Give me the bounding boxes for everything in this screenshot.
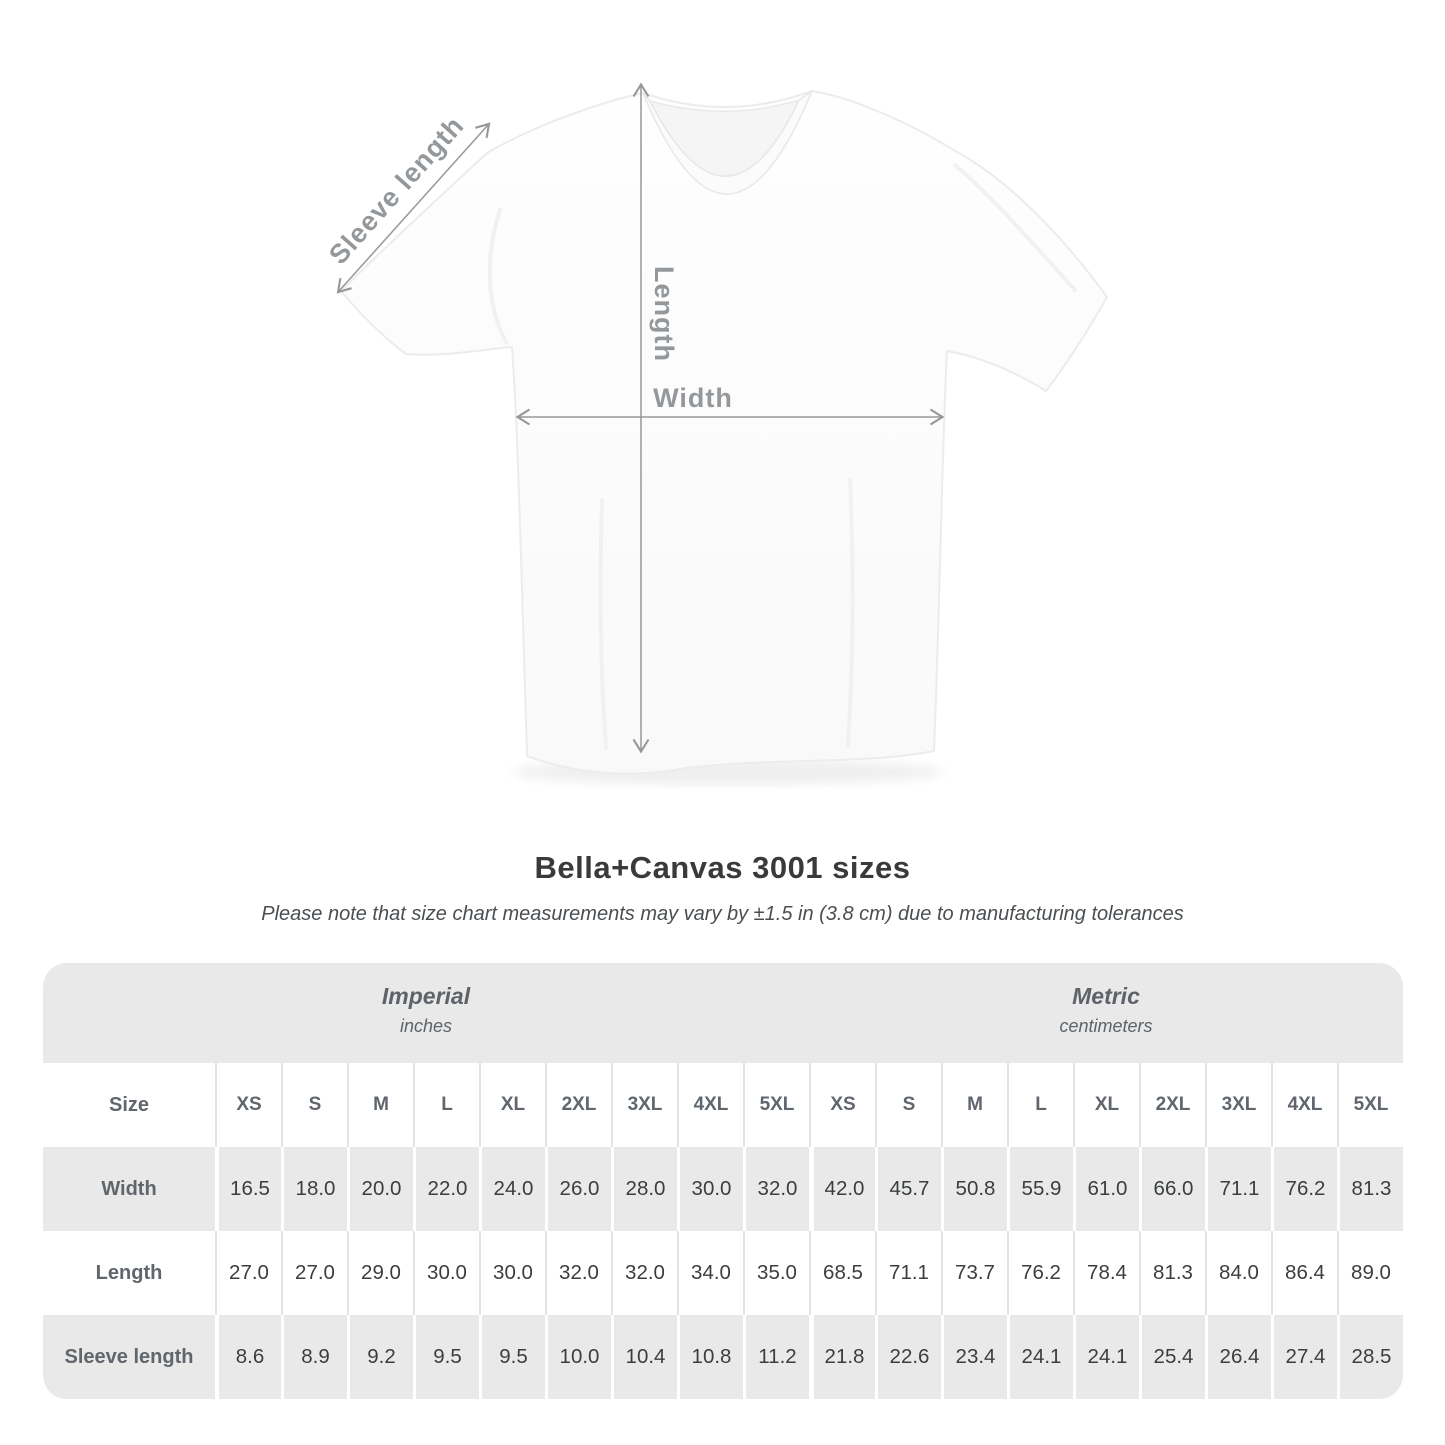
- unit-header-band: Imperial inches Metric centimeters: [43, 963, 1403, 1063]
- value-cell-metric: 84.0: [1205, 1231, 1271, 1315]
- size-cell-metric: XL: [1073, 1063, 1139, 1147]
- size-cell-imperial: M: [347, 1063, 413, 1147]
- size-cell-metric: M: [941, 1063, 1007, 1147]
- value-cell-metric: 50.8: [941, 1147, 1007, 1231]
- value-cell-imperial: 28.0: [611, 1147, 677, 1231]
- measurement-row: Sleeve length 8.6 8.9 9.2 9.5 9.5 10.0 10.4 10.8…: [43, 1315, 1403, 1399]
- value-cell-metric: 68.5: [809, 1231, 875, 1315]
- value-cell-imperial: 27.0: [281, 1231, 347, 1315]
- value-cell-imperial: 30.0: [413, 1231, 479, 1315]
- collar-band: [642, 90, 813, 195]
- value-cell-metric: 81.3: [1139, 1231, 1205, 1315]
- value-cell-imperial: 9.2: [347, 1315, 413, 1399]
- value-cell-imperial: 34.0: [677, 1231, 743, 1315]
- value-cell-imperial: 32.0: [545, 1231, 611, 1315]
- row-label: Length: [95, 1261, 163, 1284]
- value-cell-imperial: 35.0: [743, 1231, 809, 1315]
- size-cell-imperial: XL: [479, 1063, 545, 1147]
- value-cell-imperial: 30.0: [479, 1231, 545, 1315]
- value-cell-imperial: 9.5: [479, 1315, 545, 1399]
- metric-unit-label: centimeters: [1059, 1016, 1153, 1036]
- metric-label: Metric: [1072, 983, 1140, 1009]
- size-cell-metric: L: [1007, 1063, 1073, 1147]
- value-cell-imperial: 32.0: [611, 1231, 677, 1315]
- value-cell-metric: 24.1: [1007, 1315, 1073, 1399]
- size-cell-metric: 5XL: [1337, 1063, 1403, 1147]
- value-cell-imperial: 8.9: [281, 1315, 347, 1399]
- value-cell-metric: 89.0: [1337, 1231, 1403, 1315]
- size-table-rows: Size XS S M L XL 2XL 3XL 4XL 5XL XS S M L XL 2XL 3XL 4XL 5…: [43, 1063, 1403, 1399]
- value-cell-metric: 27.4: [1271, 1315, 1337, 1399]
- value-cell-imperial: 27.0: [215, 1231, 281, 1315]
- value-cell-imperial: 8.6: [215, 1315, 281, 1399]
- measurement-row: Width 16.5 18.0 20.0 22.0 24.0 26.0 28.0 30.0 32.…: [43, 1147, 1403, 1231]
- value-cell-imperial: 22.0: [413, 1147, 479, 1231]
- value-cell-imperial: 16.5: [215, 1147, 281, 1231]
- size-cell-imperial: L: [413, 1063, 479, 1147]
- imperial-header: Imperial inches: [43, 963, 809, 1063]
- tshirt-measurement-diagram: Sleeve length Length Width: [323, 82, 1108, 785]
- value-cell-metric: 25.4: [1139, 1315, 1205, 1399]
- value-cell-metric: 24.1: [1073, 1315, 1139, 1399]
- imperial-unit-label: inches: [399, 1016, 453, 1036]
- value-cell-metric: 71.1: [875, 1231, 941, 1315]
- value-cell-imperial: 29.0: [347, 1231, 413, 1315]
- size-cell-metric: S: [875, 1063, 941, 1147]
- value-cell-imperial: 11.2: [743, 1315, 809, 1399]
- size-cell-imperial: 2XL: [545, 1063, 611, 1147]
- value-cell-imperial: 10.0: [545, 1315, 611, 1399]
- measurement-arrows: [336, 82, 945, 754]
- value-cell-imperial: 26.0: [545, 1147, 611, 1231]
- size-cell-metric: 4XL: [1271, 1063, 1337, 1147]
- metric-header: Metric centimeters: [809, 963, 1403, 1063]
- value-cell-metric: 71.1: [1205, 1147, 1271, 1231]
- value-cell-metric: 73.7: [941, 1231, 1007, 1315]
- size-cell-imperial: 4XL: [677, 1063, 743, 1147]
- value-cell-metric: 23.4: [941, 1315, 1007, 1399]
- row-label: Width: [43, 1147, 215, 1231]
- value-cell-metric: 66.0: [1139, 1147, 1205, 1231]
- value-cell-metric: 76.2: [1271, 1147, 1337, 1231]
- measurement-row: Length 27.0 27.0 29.0 30.0 30.0 32.0 32.0 34.0 35…: [43, 1231, 1403, 1315]
- value-cell-metric: 42.0: [809, 1147, 875, 1231]
- size-cell-imperial: 5XL: [743, 1063, 809, 1147]
- value-cell-imperial: 30.0: [677, 1147, 743, 1231]
- size-cell-metric: 3XL: [1205, 1063, 1271, 1147]
- value-cell-imperial: 10.8: [677, 1315, 743, 1399]
- size-table: Imperial inches Metric centimeters Size X…: [43, 963, 1403, 1399]
- row-label: Sleeve length: [43, 1315, 215, 1399]
- length-label: Length: [649, 266, 679, 362]
- size-cell-imperial: XS: [215, 1063, 281, 1147]
- value-cell-metric: 55.9: [1007, 1147, 1073, 1231]
- value-cell-metric: 86.4: [1271, 1231, 1337, 1315]
- sleeve-length-arrow: [336, 122, 491, 294]
- value-cell-metric: 61.0: [1073, 1147, 1139, 1231]
- value-cell-metric: 22.6: [875, 1315, 941, 1399]
- width-label: Width: [653, 383, 733, 413]
- size-header-row: Size XS S M L XL 2XL 3XL 4XL 5XL XS S M L XL 2XL 3XL 4XL 5…: [43, 1063, 1403, 1147]
- size-column-header: Size: [108, 1093, 150, 1116]
- value-cell-imperial: 18.0: [281, 1147, 347, 1231]
- value-cell-metric: 28.5: [1337, 1315, 1403, 1399]
- value-cell-imperial: 10.4: [611, 1315, 677, 1399]
- value-cell-metric: 21.8: [809, 1315, 875, 1399]
- page-title: Bella+Canvas 3001 sizes: [534, 850, 911, 885]
- value-cell-imperial: 32.0: [743, 1147, 809, 1231]
- size-cell-metric: 2XL: [1139, 1063, 1205, 1147]
- value-cell-imperial: 9.5: [413, 1315, 479, 1399]
- value-cell-metric: 78.4: [1073, 1231, 1139, 1315]
- value-cell-imperial: 24.0: [479, 1147, 545, 1231]
- size-cell-metric: XS: [809, 1063, 875, 1147]
- page-subtitle: Please note that size chart measurements…: [261, 903, 1184, 925]
- size-cell-imperial: S: [281, 1063, 347, 1147]
- tshirt-body: [340, 90, 1108, 775]
- value-cell-metric: 45.7: [875, 1147, 941, 1231]
- value-cell-metric: 81.3: [1337, 1147, 1403, 1231]
- value-cell-metric: 26.4: [1205, 1315, 1271, 1399]
- value-cell-metric: 76.2: [1007, 1231, 1073, 1315]
- imperial-label: Imperial: [381, 983, 471, 1009]
- size-cell-imperial: 3XL: [611, 1063, 677, 1147]
- value-cell-imperial: 20.0: [347, 1147, 413, 1231]
